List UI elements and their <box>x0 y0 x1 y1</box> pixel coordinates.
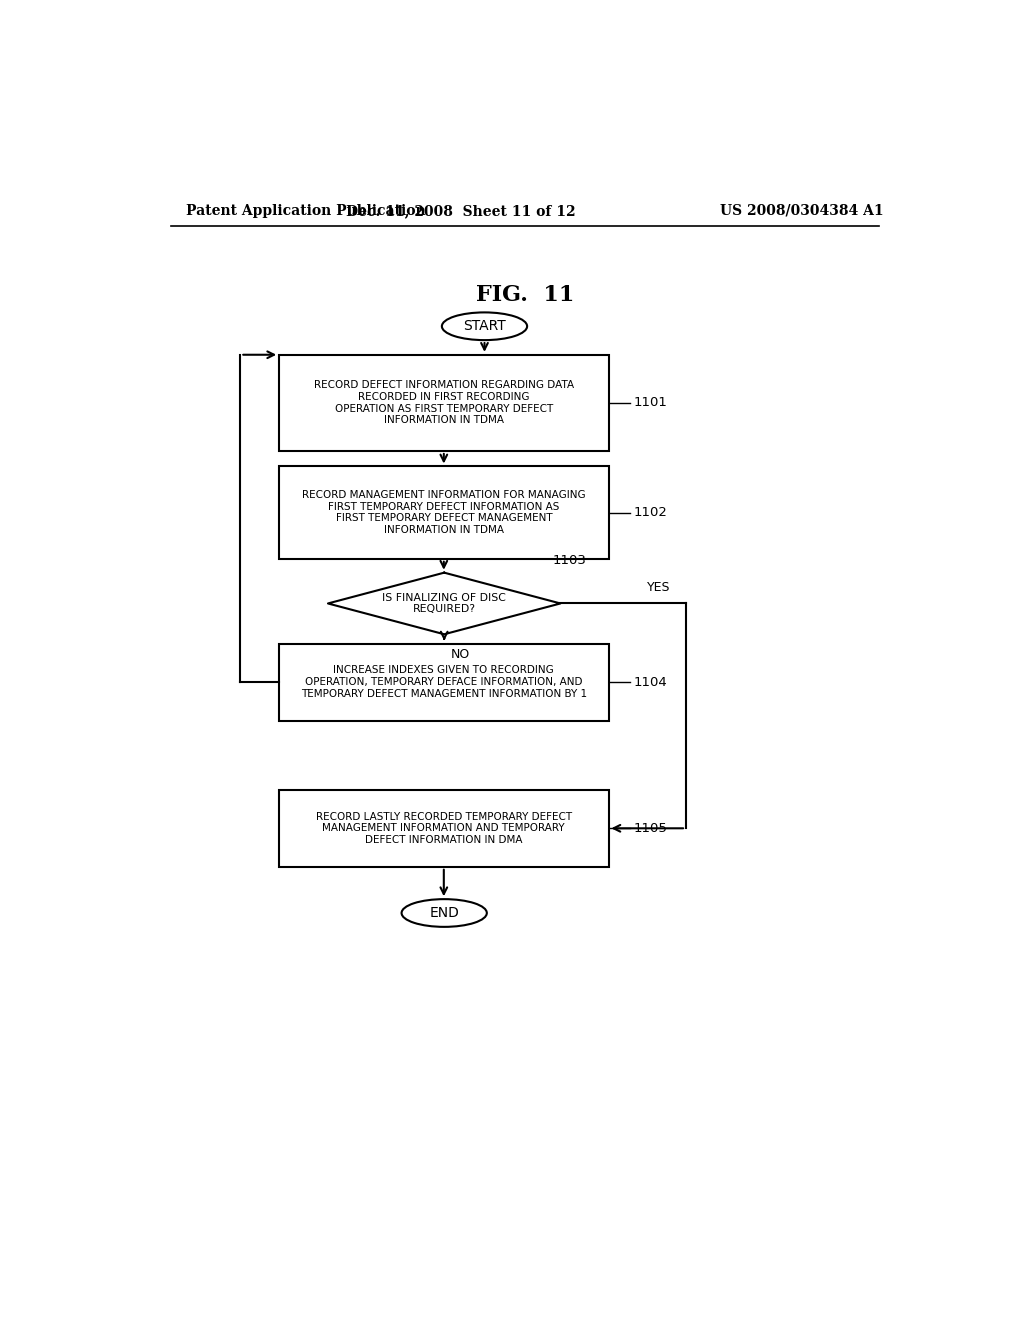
Text: NO: NO <box>451 648 470 661</box>
Text: YES: YES <box>647 581 671 594</box>
Text: 1104: 1104 <box>633 676 667 689</box>
Text: 1103: 1103 <box>553 553 587 566</box>
Text: Dec. 11, 2008  Sheet 11 of 12: Dec. 11, 2008 Sheet 11 of 12 <box>346 203 577 218</box>
Text: RECORD LASTLY RECORDED TEMPORARY DEFECT
MANAGEMENT INFORMATION AND TEMPORARY
DEF: RECORD LASTLY RECORDED TEMPORARY DEFECT … <box>315 812 571 845</box>
Text: FIG.  11: FIG. 11 <box>475 285 574 306</box>
Text: IS FINALIZING OF DISC
REQUIRED?: IS FINALIZING OF DISC REQUIRED? <box>382 593 506 614</box>
Text: US 2008/0304384 A1: US 2008/0304384 A1 <box>721 203 884 218</box>
Text: 1101: 1101 <box>633 396 668 409</box>
Text: END: END <box>429 906 459 920</box>
Text: START: START <box>463 319 506 333</box>
Text: 1105: 1105 <box>633 822 668 834</box>
Text: RECORD DEFECT INFORMATION REGARDING DATA
RECORDED IN FIRST RECORDING
OPERATION A: RECORD DEFECT INFORMATION REGARDING DATA… <box>313 380 573 425</box>
Text: Patent Application Publication: Patent Application Publication <box>186 203 426 218</box>
Text: INCREASE INDEXES GIVEN TO RECORDING
OPERATION, TEMPORARY DEFACE INFORMATION, AND: INCREASE INDEXES GIVEN TO RECORDING OPER… <box>301 665 587 698</box>
Text: RECORD MANAGEMENT INFORMATION FOR MANAGING
FIRST TEMPORARY DEFECT INFORMATION AS: RECORD MANAGEMENT INFORMATION FOR MANAGI… <box>302 490 586 535</box>
Text: 1102: 1102 <box>633 506 668 519</box>
